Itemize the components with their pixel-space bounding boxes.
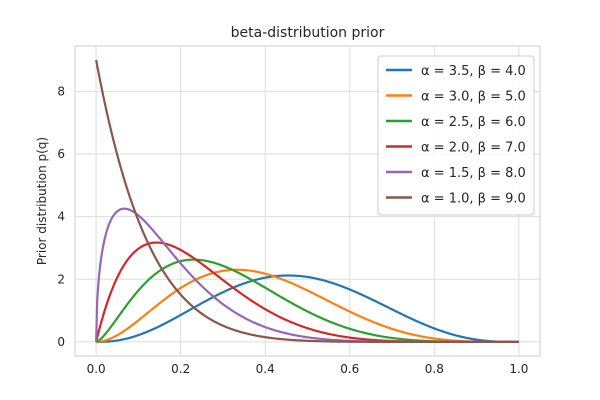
x-tick-label: 1.0 [509, 362, 528, 376]
legend-label: α = 1.5, β = 8.0 [421, 166, 526, 181]
y-tick-label: 8 [57, 84, 65, 98]
legend-label: α = 3.5, β = 4.0 [421, 64, 526, 79]
legend-label: α = 2.0, β = 7.0 [421, 141, 526, 156]
legend-box [377, 55, 535, 216]
y-axis-ticks: 0 2 4 6 8 [57, 84, 65, 349]
y-tick-label: 2 [57, 272, 65, 286]
chart-title: beta-distribution prior [231, 25, 385, 41]
x-tick-label: 0.0 [87, 362, 106, 376]
legend-label: α = 1.0, β = 9.0 [421, 192, 526, 207]
series-line-6 [95, 59, 519, 344]
y-tick-label: 6 [57, 147, 65, 161]
y-tick-label: 0 [57, 335, 65, 349]
series-line-1 [96, 274, 519, 344]
x-axis-ticks: 0.0 0.2 0.4 0.6 0.8 1.0 [87, 362, 529, 376]
x-tick-label: 0.8 [425, 362, 444, 376]
x-tick-label: 0.2 [171, 362, 190, 376]
series-lines [95, 59, 519, 344]
y-tick-label: 4 [57, 210, 65, 224]
x-tick-label: 0.6 [340, 362, 359, 376]
x-tick-label: 0.4 [256, 362, 275, 376]
legend-label: α = 3.0, β = 5.0 [421, 90, 526, 105]
series-line-2 [96, 268, 519, 344]
legend-label: α = 2.5, β = 6.0 [421, 115, 526, 130]
legend: α = 3.5, β = 4.0 α = 3.0, β = 5.0 α = 2.5,… [377, 55, 535, 216]
y-axis-label: Prior distribution p(q) [35, 137, 49, 265]
